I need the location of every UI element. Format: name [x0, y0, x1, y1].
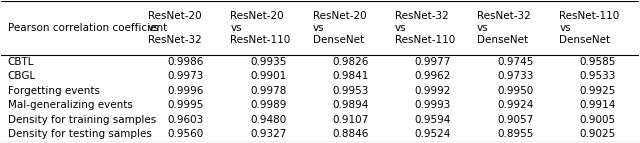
Text: 0.9745: 0.9745	[497, 57, 533, 67]
Text: 0.9992: 0.9992	[415, 86, 451, 96]
Text: 0.9914: 0.9914	[579, 100, 616, 110]
Text: 0.9603: 0.9603	[168, 115, 204, 125]
Text: 0.9107: 0.9107	[332, 115, 369, 125]
Text: 0.9533: 0.9533	[579, 71, 616, 81]
Text: 0.9935: 0.9935	[250, 57, 287, 67]
Text: Mal-generalizing events: Mal-generalizing events	[8, 100, 132, 110]
Text: 0.9995: 0.9995	[168, 100, 204, 110]
Text: 0.9560: 0.9560	[168, 129, 204, 139]
Text: 0.9327: 0.9327	[250, 129, 287, 139]
Text: 0.9950: 0.9950	[497, 86, 533, 96]
Text: 0.9973: 0.9973	[168, 71, 204, 81]
Text: 0.9841: 0.9841	[332, 71, 369, 81]
Text: Pearson correlation coefficient: Pearson correlation coefficient	[8, 23, 167, 33]
Text: ResNet-110
vs
DenseNet: ResNet-110 vs DenseNet	[559, 11, 620, 45]
Text: 0.9901: 0.9901	[250, 71, 286, 81]
Text: 0.9962: 0.9962	[415, 71, 451, 81]
Text: 0.9953: 0.9953	[332, 86, 369, 96]
Text: ResNet-32
vs
DenseNet: ResNet-32 vs DenseNet	[477, 11, 531, 45]
Text: 0.9025: 0.9025	[579, 129, 616, 139]
Text: 0.9986: 0.9986	[168, 57, 204, 67]
Text: 0.9826: 0.9826	[332, 57, 369, 67]
Text: Density for testing samples: Density for testing samples	[8, 129, 152, 139]
Text: 0.9524: 0.9524	[415, 129, 451, 139]
Text: ResNet-32
vs
ResNet-110: ResNet-32 vs ResNet-110	[395, 11, 455, 45]
Text: 0.8846: 0.8846	[332, 129, 369, 139]
Text: Density for training samples: Density for training samples	[8, 115, 156, 125]
Text: 0.9996: 0.9996	[168, 86, 204, 96]
Text: 0.9480: 0.9480	[250, 115, 286, 125]
Text: ResNet-20
vs
DenseNet: ResNet-20 vs DenseNet	[312, 11, 366, 45]
Text: 0.9005: 0.9005	[579, 115, 616, 125]
Text: Forgetting events: Forgetting events	[8, 86, 100, 96]
Text: CBGL: CBGL	[8, 71, 36, 81]
Text: CBTL: CBTL	[8, 57, 35, 67]
Text: 0.9993: 0.9993	[415, 100, 451, 110]
Text: 0.9925: 0.9925	[579, 86, 616, 96]
Text: ResNet-20
vs
ResNet-110: ResNet-20 vs ResNet-110	[230, 11, 291, 45]
Text: 0.9924: 0.9924	[497, 100, 533, 110]
Text: 0.9977: 0.9977	[415, 57, 451, 67]
Text: 0.9057: 0.9057	[497, 115, 533, 125]
Text: 0.9585: 0.9585	[579, 57, 616, 67]
Text: 0.9594: 0.9594	[415, 115, 451, 125]
Text: ResNet-20
vs
ResNet-32: ResNet-20 vs ResNet-32	[148, 11, 202, 45]
Text: 0.9978: 0.9978	[250, 86, 287, 96]
Text: 0.9894: 0.9894	[332, 100, 369, 110]
Text: 0.9733: 0.9733	[497, 71, 533, 81]
Text: 0.9989: 0.9989	[250, 100, 287, 110]
Text: 0.8955: 0.8955	[497, 129, 533, 139]
